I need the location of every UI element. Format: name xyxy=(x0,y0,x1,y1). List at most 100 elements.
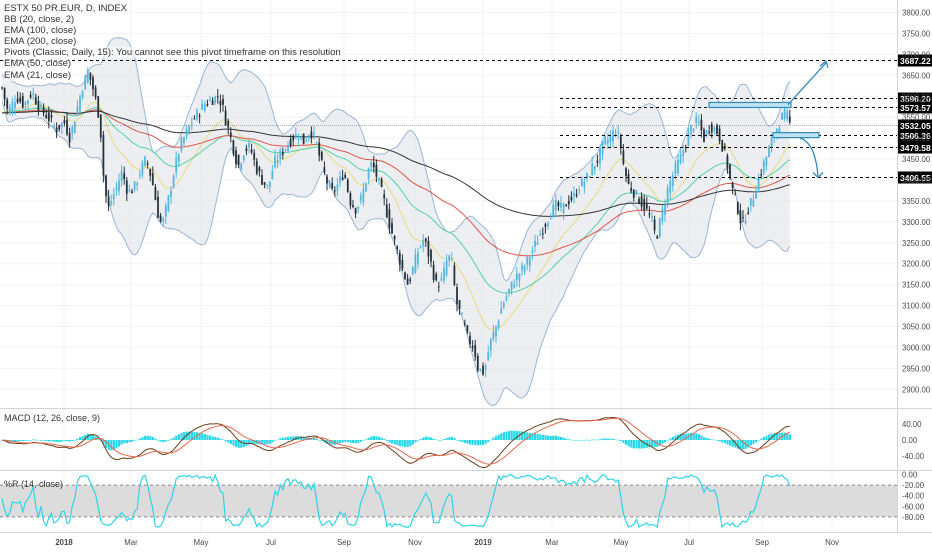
macd-histogram-bar xyxy=(367,437,370,440)
candle-body xyxy=(466,325,469,332)
candle-body xyxy=(632,190,635,198)
candle-body xyxy=(97,96,100,118)
macd-histogram-bar xyxy=(336,440,339,445)
candle-body xyxy=(435,273,438,281)
candle-body xyxy=(385,204,388,218)
macd-histogram-bar xyxy=(209,435,212,440)
macd-histogram-bar xyxy=(788,434,791,440)
macd-histogram-bar xyxy=(679,434,682,440)
candle-body xyxy=(359,195,362,201)
macd-histogram-bar xyxy=(466,440,469,444)
candle-body xyxy=(123,173,126,180)
macd-histogram-bar xyxy=(700,435,703,440)
macd-histogram-bar xyxy=(354,440,357,444)
macd-pane: 40.00 0.00 -40.00 xyxy=(1,416,925,469)
candle-body xyxy=(339,176,341,183)
macd-histogram-bar xyxy=(201,433,204,440)
candle-body xyxy=(453,265,456,285)
candle-body xyxy=(29,94,32,98)
time-tick-label: May xyxy=(614,538,629,547)
candle-body xyxy=(518,273,521,281)
macd-histogram-bar xyxy=(203,434,206,440)
macd-histogram-bar xyxy=(388,440,391,443)
macd-histogram-bar xyxy=(609,438,612,440)
candle-body xyxy=(24,101,27,105)
candle-body xyxy=(742,217,744,219)
macd-histogram-bar xyxy=(266,440,269,445)
candle-body xyxy=(684,147,687,149)
macd-histogram-bar xyxy=(453,438,456,440)
macd-histogram-bar xyxy=(742,440,745,450)
candle-body xyxy=(365,182,367,192)
macd-histogram-bar xyxy=(705,437,708,440)
candle-body xyxy=(248,142,250,148)
macd-pane-label: MACD (12, 26, close, 9) xyxy=(4,413,101,423)
candle-body xyxy=(188,125,191,134)
price-label: 3406.55 xyxy=(900,173,931,183)
time-tick-label: Jul xyxy=(266,538,276,547)
candle-body xyxy=(333,190,336,192)
candle-body xyxy=(578,189,581,191)
macd-histogram-bar xyxy=(617,439,620,441)
candle-body xyxy=(263,181,266,185)
candle-body xyxy=(185,128,188,136)
candle-body xyxy=(560,202,562,208)
candle-body xyxy=(484,364,487,370)
macd-histogram-bar xyxy=(359,440,362,442)
macd-histogram-bar xyxy=(409,440,412,447)
candle-body xyxy=(679,153,682,163)
macd-histogram-bar xyxy=(89,434,92,440)
williams-tick-label: -80.00 xyxy=(902,513,925,522)
candle-body xyxy=(354,208,357,214)
candle-body xyxy=(505,296,508,301)
candle-body xyxy=(534,240,536,247)
macd-histogram-bar xyxy=(482,440,485,445)
macd-histogram-bar xyxy=(783,432,786,440)
macd-histogram-bar xyxy=(164,440,167,442)
macd-histogram-bar xyxy=(580,439,583,441)
candle-body xyxy=(404,272,406,279)
macd-histogram-bar xyxy=(692,433,695,440)
candle-body xyxy=(604,136,607,144)
candle-body xyxy=(539,234,542,236)
macd-histogram-bar xyxy=(739,440,742,450)
macd-histogram-bar xyxy=(105,440,108,448)
candle-body xyxy=(526,256,529,265)
macd-histogram-bar xyxy=(437,440,440,441)
candle-body xyxy=(666,188,669,206)
candle-body xyxy=(6,99,9,109)
macd-histogram-bar xyxy=(703,437,706,440)
candle-body xyxy=(510,281,513,290)
macd-histogram-bar xyxy=(120,440,123,445)
candle-body xyxy=(383,194,386,199)
macd-histogram-bar xyxy=(716,440,719,441)
macd-histogram-bar xyxy=(575,440,578,441)
candle-body xyxy=(276,160,279,163)
candle-body xyxy=(281,151,284,155)
candle-body xyxy=(734,193,737,195)
macd-histogram-bar xyxy=(632,440,635,449)
macd-histogram-bar xyxy=(261,440,264,445)
time-tick-label: Sep xyxy=(755,538,770,547)
macd-histogram-bar xyxy=(625,440,628,445)
candle-body xyxy=(645,203,648,209)
candle-body xyxy=(671,175,674,186)
candle-body xyxy=(487,352,490,361)
candle-body xyxy=(528,257,531,266)
candle-body xyxy=(328,182,331,187)
candle-body xyxy=(11,101,14,113)
candle-body xyxy=(781,112,783,120)
ema200-line xyxy=(1,110,790,217)
price-label-bg xyxy=(898,54,932,67)
candle-body xyxy=(596,160,599,163)
macd-histogram-bar xyxy=(588,439,591,441)
macd-histogram-bar xyxy=(112,440,115,450)
candle-body xyxy=(250,149,253,153)
candle-body xyxy=(289,139,292,146)
candle-body xyxy=(307,135,310,138)
candle-body xyxy=(310,131,313,139)
candle-body xyxy=(461,313,464,315)
candle-body xyxy=(580,178,583,187)
candle-body xyxy=(562,202,565,213)
